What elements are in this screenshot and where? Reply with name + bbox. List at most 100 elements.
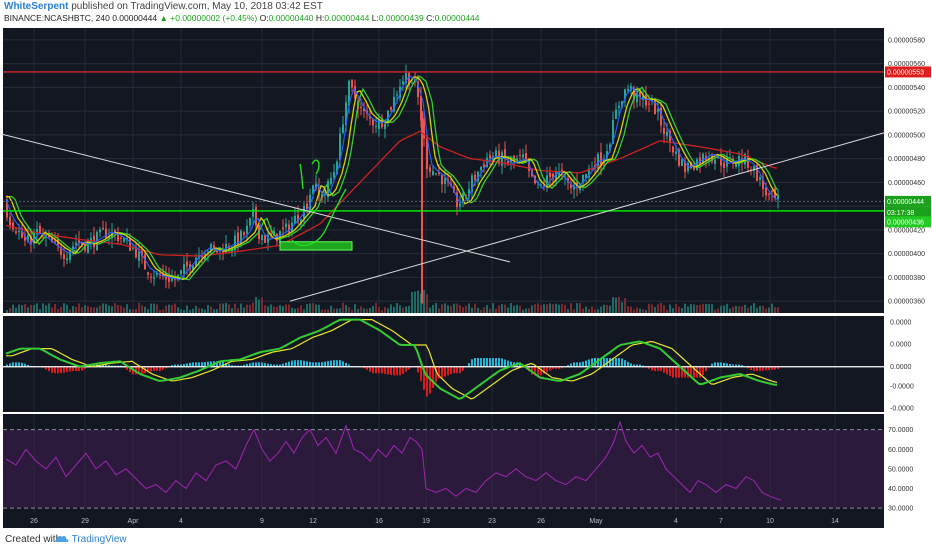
- volume-bar: [684, 303, 686, 313]
- macd-histogram-bar: [549, 366, 551, 371]
- volume-bar: [489, 308, 491, 313]
- macd-histogram-bar: [345, 362, 347, 367]
- volume-bar: [345, 305, 347, 313]
- macd-histogram-bar: [204, 362, 206, 367]
- macd-histogram-bar: [630, 363, 632, 367]
- macd-histogram-bar: [702, 366, 704, 376]
- candle-body: [546, 175, 548, 188]
- volume-bar: [333, 308, 335, 313]
- volume-bar: [216, 309, 218, 313]
- volume-bar: [153, 303, 155, 313]
- macd-tick-label: -0.0000: [890, 406, 914, 413]
- volume-bar: [36, 303, 38, 313]
- volume-bar: [645, 310, 647, 313]
- chart-canvas[interactable]: 0.00000580 0.00000560 0.00000540 0.00000520…: [0, 24, 932, 529]
- macd-histogram-bar: [612, 358, 614, 367]
- volume-bar: [66, 304, 68, 313]
- price-tick-label: 0.00000500: [888, 132, 925, 139]
- macd-histogram-bar: [777, 366, 779, 370]
- volume-bar: [705, 303, 707, 313]
- volume-bar: [399, 305, 401, 313]
- volume-bar: [276, 306, 278, 313]
- candle-body: [735, 163, 737, 167]
- macd-histogram-bar: [468, 363, 470, 367]
- macd-histogram-bar: [12, 362, 14, 367]
- macd-tick-label: -0.0000: [890, 384, 914, 391]
- volume-bar: [30, 304, 32, 313]
- candle-body: [348, 80, 350, 106]
- candle-body: [339, 133, 341, 161]
- candle-body: [612, 120, 614, 144]
- volume-bar: [138, 302, 140, 313]
- macd-histogram-bar: [291, 360, 293, 367]
- candle-body: [459, 203, 461, 207]
- volume-bar: [750, 305, 752, 313]
- macd-histogram-bar: [69, 366, 71, 372]
- volume-bar: [360, 306, 362, 313]
- rsi-tick-label: 60.0000: [888, 447, 913, 454]
- macd-histogram-bar: [231, 365, 233, 367]
- macd-histogram-bar: [384, 366, 386, 374]
- candle-body: [168, 276, 170, 282]
- candle-body: [372, 119, 374, 126]
- volume-bar: [201, 308, 203, 313]
- volume-bar: [657, 304, 659, 313]
- volume-bar: [546, 304, 548, 313]
- volume-bar: [570, 303, 572, 313]
- candle-body: [303, 206, 305, 219]
- macd-histogram-bar: [762, 366, 764, 371]
- volume-bar: [186, 305, 188, 313]
- macd-histogram-bar: [600, 358, 602, 367]
- candle-body: [234, 235, 236, 251]
- macd-histogram-bar: [78, 366, 80, 372]
- change-value: +0.00000002 (+0.45%): [170, 13, 258, 23]
- candle-body: [45, 236, 47, 238]
- candle-body: [315, 183, 317, 189]
- volume-bar: [579, 303, 581, 313]
- volume-bar: [771, 303, 773, 313]
- tradingview-brand: TradingView: [71, 534, 127, 545]
- macd-histogram-bar: [570, 363, 572, 367]
- macd-histogram-bar: [681, 366, 683, 378]
- volume-bar: [90, 307, 92, 313]
- volume-bar: [387, 308, 389, 313]
- macd-histogram-bar: [321, 362, 323, 367]
- price-tick-label: 0.00000480: [888, 156, 925, 163]
- candle-body: [48, 235, 50, 237]
- volume-bar: [726, 303, 728, 313]
- candle-body: [768, 193, 770, 195]
- trendline-up: [289, 132, 886, 302]
- candle-body: [495, 150, 497, 157]
- tradingview-logo[interactable]: TradingView: [55, 533, 127, 545]
- candle-body: [666, 131, 668, 137]
- volume-bar: [606, 304, 608, 313]
- candle-body: [621, 101, 623, 108]
- trendline-down: [0, 133, 511, 263]
- candle-body: [558, 171, 560, 176]
- macd-histogram-bar: [450, 366, 452, 375]
- volume-bar: [594, 309, 596, 313]
- macd-histogram-bar: [348, 364, 350, 367]
- macd-histogram-bar: [561, 366, 563, 369]
- author-link[interactable]: WhiteSerpent: [4, 1, 69, 12]
- volume-bar: [99, 305, 101, 313]
- volume-bar: [642, 309, 644, 313]
- volume-bar: [357, 308, 359, 313]
- volume-bar: [297, 307, 299, 313]
- candle-body: [156, 272, 158, 275]
- price-tick-label: 0.00000460: [888, 180, 925, 187]
- macd-histogram-bar: [582, 361, 584, 367]
- volume-bar: [15, 307, 17, 313]
- volume-bar: [180, 309, 182, 313]
- candle-body: [237, 232, 239, 246]
- candle-body: [423, 118, 425, 139]
- candle-body: [21, 228, 23, 238]
- macd-histogram-bar: [459, 366, 461, 374]
- macd-histogram-bar: [138, 366, 140, 375]
- macd-histogram-bar: [687, 366, 689, 378]
- volume-bar: [729, 308, 731, 313]
- candle-body: [105, 228, 107, 238]
- volume-bar: [69, 309, 71, 313]
- candle-body: [51, 236, 53, 243]
